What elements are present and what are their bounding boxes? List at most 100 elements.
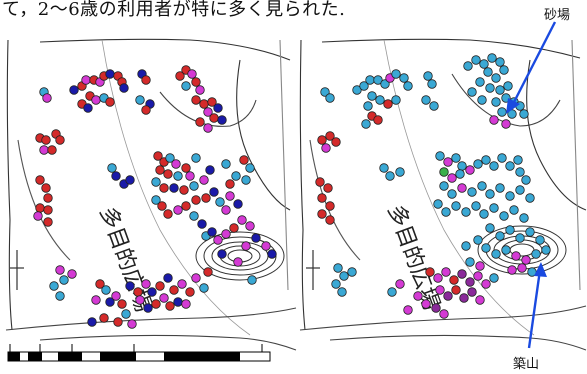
user-dot bbox=[107, 163, 117, 173]
user-dot bbox=[457, 269, 467, 279]
user-dot bbox=[195, 117, 205, 127]
user-dot bbox=[241, 175, 251, 185]
user-dot bbox=[379, 163, 389, 173]
user-dot bbox=[361, 119, 371, 129]
user-dot bbox=[359, 81, 369, 91]
user-dot bbox=[481, 243, 491, 253]
user-dot bbox=[497, 107, 507, 117]
map-right: 多目的広場 bbox=[299, 38, 587, 351]
user-dot bbox=[155, 281, 165, 291]
user-dot bbox=[385, 171, 395, 181]
user-dot bbox=[49, 281, 59, 291]
user-dot bbox=[199, 99, 209, 109]
user-dot bbox=[531, 249, 541, 259]
user-dot bbox=[395, 279, 405, 289]
user-dot bbox=[491, 249, 501, 259]
user-dot bbox=[479, 59, 489, 69]
user-dot bbox=[105, 69, 115, 79]
user-dot bbox=[489, 273, 499, 283]
user-dot bbox=[499, 65, 509, 75]
user-dot bbox=[449, 275, 459, 285]
user-dot bbox=[475, 295, 485, 305]
user-dot bbox=[267, 249, 277, 259]
user-dot bbox=[105, 297, 115, 307]
user-dot bbox=[207, 97, 217, 107]
map-left-boundary-west bbox=[6, 39, 13, 331]
user-dot bbox=[485, 83, 495, 93]
user-dot bbox=[325, 93, 335, 103]
user-dot bbox=[483, 67, 493, 77]
user-dot bbox=[171, 159, 181, 169]
user-dot bbox=[163, 273, 173, 283]
user-dot bbox=[141, 75, 151, 85]
user-dot bbox=[475, 77, 485, 87]
user-dot bbox=[155, 165, 165, 175]
user-dot bbox=[55, 265, 65, 275]
user-dot bbox=[429, 101, 439, 111]
user-dot bbox=[375, 95, 385, 105]
user-dot bbox=[495, 183, 505, 193]
user-dot bbox=[191, 77, 201, 87]
user-dot bbox=[505, 225, 515, 235]
user-dot bbox=[173, 297, 183, 307]
user-dot bbox=[441, 267, 451, 277]
user-dot bbox=[209, 187, 219, 197]
user-dot bbox=[367, 91, 377, 101]
user-dot bbox=[141, 279, 151, 289]
user-dot bbox=[191, 195, 201, 205]
user-dot bbox=[215, 197, 225, 207]
user-dot bbox=[179, 185, 189, 195]
user-dot bbox=[159, 293, 169, 303]
user-dot bbox=[87, 317, 97, 327]
user-dot bbox=[147, 287, 157, 297]
user-dot bbox=[481, 155, 491, 165]
user-dot bbox=[447, 173, 457, 183]
user-dot bbox=[143, 303, 153, 313]
scale-bar bbox=[7, 344, 271, 362]
user-dot bbox=[465, 257, 475, 267]
user-dot bbox=[121, 309, 131, 319]
user-dot bbox=[317, 135, 327, 145]
user-dot bbox=[443, 291, 453, 301]
user-dot bbox=[99, 313, 109, 323]
user-dot bbox=[42, 93, 52, 103]
user-dot bbox=[347, 267, 357, 277]
user-dot bbox=[320, 87, 330, 97]
user-dot bbox=[481, 279, 491, 289]
sand-pit-arrow bbox=[506, 21, 557, 114]
caption-text: て，2〜6歳の利用者が特に多く見られた. bbox=[2, 0, 346, 20]
user-dot bbox=[435, 285, 445, 295]
user-dot bbox=[181, 163, 191, 173]
user-dot bbox=[499, 211, 509, 221]
user-dot bbox=[491, 73, 501, 83]
user-dot bbox=[451, 201, 461, 211]
user-dot bbox=[233, 199, 243, 209]
user-dot bbox=[435, 151, 445, 161]
user-dot bbox=[203, 267, 213, 277]
user-dot bbox=[323, 183, 333, 193]
user-dot bbox=[467, 287, 477, 297]
plaza-label-left: 多目的広場 bbox=[94, 204, 155, 316]
user-dot bbox=[125, 281, 135, 291]
user-dot bbox=[43, 205, 53, 215]
user-dot bbox=[471, 201, 481, 211]
user-dot bbox=[315, 177, 325, 187]
user-dot bbox=[331, 279, 341, 289]
user-dot bbox=[43, 217, 53, 227]
user-dot bbox=[513, 155, 523, 165]
user-dot bbox=[541, 245, 551, 255]
user-dot bbox=[471, 55, 481, 65]
user-dot bbox=[191, 153, 201, 163]
map-left-path-north bbox=[39, 38, 291, 61]
user-dot bbox=[187, 69, 197, 79]
user-dot bbox=[125, 175, 135, 185]
user-dot bbox=[39, 145, 49, 155]
user-dot bbox=[413, 291, 423, 301]
user-dot bbox=[365, 75, 375, 85]
user-dot bbox=[135, 95, 145, 105]
user-dot bbox=[119, 83, 129, 93]
user-dot bbox=[127, 319, 137, 329]
user-dot bbox=[495, 57, 505, 67]
user-dot bbox=[105, 97, 115, 107]
user-dot bbox=[517, 263, 527, 273]
